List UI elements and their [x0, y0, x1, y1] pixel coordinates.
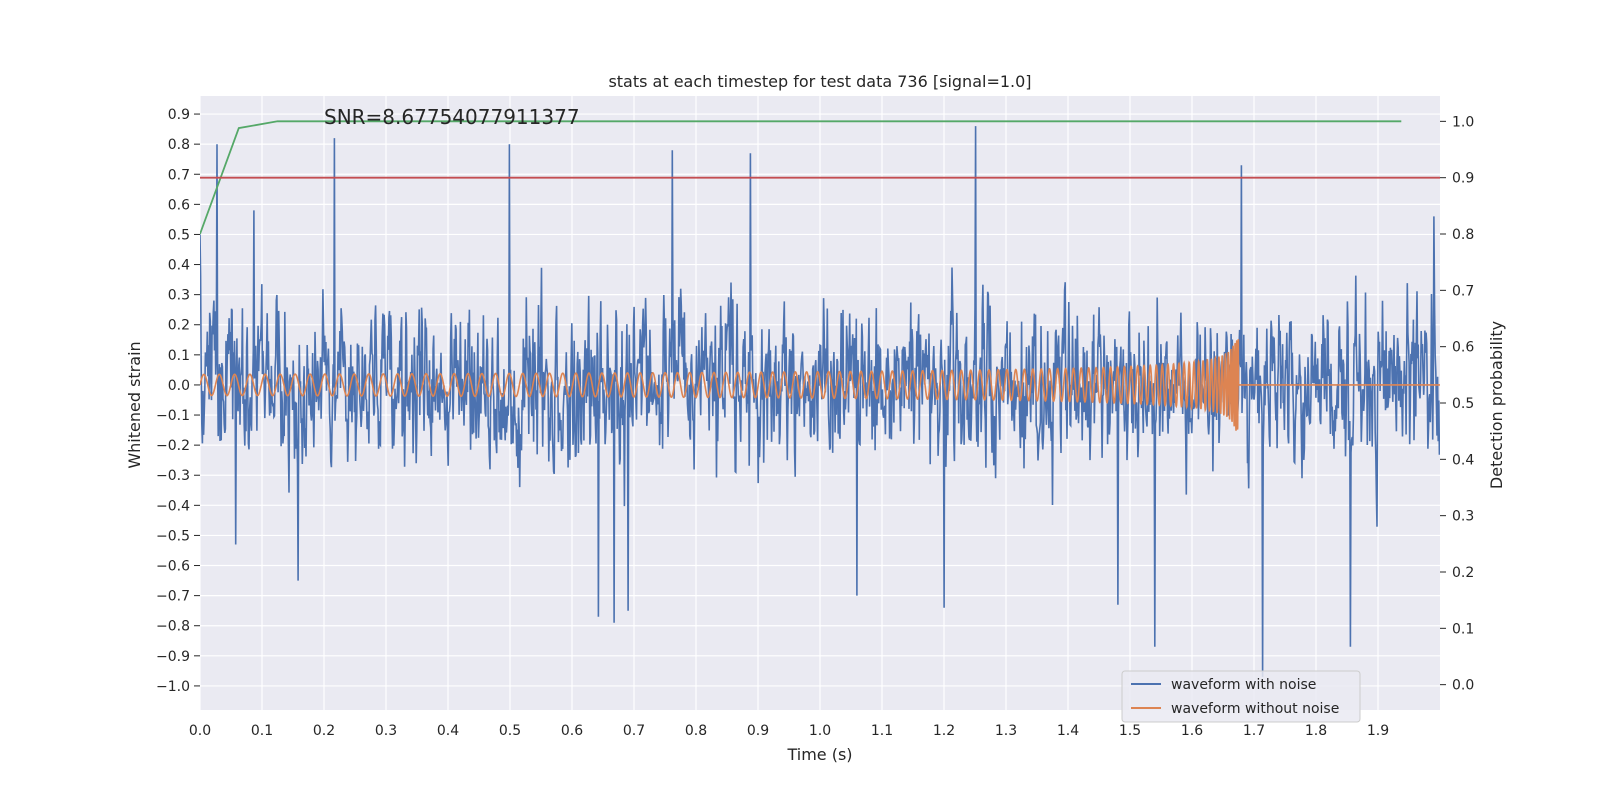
x-tick-label: 1.1	[871, 723, 893, 739]
y-tick-label: 0.0	[168, 378, 190, 394]
legend-label-noise: waveform with noise	[1171, 677, 1316, 693]
y-tick-label: −0.3	[156, 468, 190, 484]
x-tick-label: 0.2	[313, 723, 335, 739]
x-tick-label: 1.9	[1367, 723, 1389, 739]
x-tick-label: 1.6	[1181, 723, 1203, 739]
legend: waveform with noise waveform without noi…	[1121, 670, 1361, 723]
x-tick-label: 1.2	[933, 723, 955, 739]
y2-tick-label: 0.6	[1452, 340, 1474, 356]
y2-axis-ticks: 1.0 0.9 0.8 0.7 0.6 0.5 0.4 0.3 0.2 0.1 0.0	[1440, 114, 1474, 694]
y-axis-label: Whitened strain	[125, 341, 144, 468]
y-tick-label: −0.1	[156, 408, 190, 424]
y-tick-label: −1.0	[156, 679, 190, 695]
y-tick-label: 0.5	[168, 227, 190, 243]
x-tick-label: 1.5	[1119, 723, 1141, 739]
x-tick-label: 0.1	[251, 723, 273, 739]
y2-tick-label: 0.8	[1452, 227, 1474, 243]
x-tick-label: 1.3	[995, 723, 1017, 739]
y-tick-label: −0.8	[156, 619, 190, 635]
x-tick-label: 0.4	[437, 723, 459, 739]
y-tick-label: 0.6	[168, 197, 190, 213]
y-tick-label: −0.2	[156, 438, 190, 454]
y-tick-label: 0.3	[168, 288, 190, 304]
y-axis-ticks: 0.9 0.8 0.7 0.6 0.5 0.4 0.3 0.2 0.1 0.0 −0.1 −0.2 −0…	[156, 107, 200, 695]
x-tick-label: 1.8	[1305, 723, 1327, 739]
y-tick-label: −0.6	[156, 559, 190, 575]
y2-tick-label: 0.3	[1452, 509, 1474, 525]
y-tick-label: −0.7	[156, 589, 190, 605]
y2-tick-label: 0.9	[1452, 171, 1474, 187]
y-tick-label: −0.9	[156, 649, 190, 665]
series-waveform-without-noise	[200, 339, 1440, 431]
y2-tick-label: 0.5	[1452, 396, 1474, 412]
chart-title: stats at each timestep for test data 736…	[608, 72, 1031, 91]
x-tick-label: 1.0	[809, 723, 831, 739]
x-tick-label: 1.4	[1057, 723, 1079, 739]
y2-tick-label: 0.1	[1452, 621, 1474, 637]
y2-tick-label: 0.0	[1452, 678, 1474, 694]
legend-box	[1121, 670, 1361, 723]
x-tick-label: 0.7	[623, 723, 645, 739]
x-axis-label: Time (s)	[786, 745, 852, 764]
x-tick-label: 0.5	[499, 723, 521, 739]
y-tick-label: 0.7	[168, 167, 190, 183]
y-tick-label: 0.9	[168, 107, 190, 123]
y2-tick-label: 0.4	[1452, 452, 1474, 468]
data-layer	[200, 120, 1440, 677]
snr-annotation: SNR=8.67754077911377	[324, 105, 580, 129]
y-tick-label: 0.2	[168, 318, 190, 334]
x-tick-label: 0.8	[685, 723, 707, 739]
y-tick-label: 0.4	[168, 258, 190, 274]
x-axis-ticks: 0.0 0.1 0.2 0.3 0.4 0.5 0.6 0.7 0.8 0.9 1.0 1.1 1.2 1…	[189, 723, 1389, 739]
y2-tick-label: 0.2	[1452, 565, 1474, 581]
y2-tick-label: 1.0	[1452, 114, 1474, 130]
x-tick-label: 0.6	[561, 723, 583, 739]
x-tick-label: 0.3	[375, 723, 397, 739]
x-tick-label: 1.7	[1243, 723, 1265, 739]
y-tick-label: −0.5	[156, 528, 190, 544]
y-tick-label: 0.1	[168, 348, 190, 364]
y2-tick-label: 0.7	[1452, 283, 1474, 299]
y2-axis-label: Detection probability	[1487, 321, 1506, 489]
y-tick-label: −0.4	[156, 498, 190, 514]
y-tick-label: 0.8	[168, 137, 190, 153]
series-detection-probability	[200, 120, 1402, 235]
grid	[199, 96, 1440, 710]
legend-label-clean: waveform without noise	[1171, 701, 1339, 717]
x-tick-label: 0.0	[189, 723, 211, 739]
x-tick-label: 0.9	[747, 723, 769, 739]
